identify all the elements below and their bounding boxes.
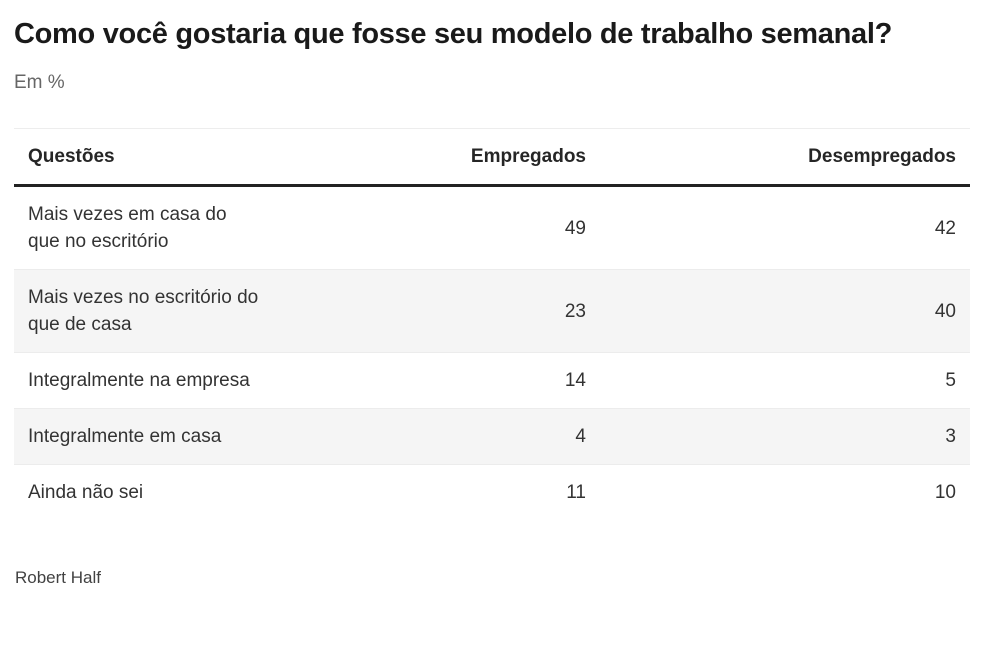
table-row: Mais vezes em casa do que no escritório … — [14, 186, 970, 270]
desempregados-value: 3 — [945, 426, 956, 448]
question-cell: Integralmente na empresa — [28, 370, 250, 392]
source-credit: Robert Half — [15, 568, 101, 588]
desempregados-value: 5 — [945, 370, 956, 392]
header-row: Questões Empregados Desempregados — [14, 128, 970, 188]
empregados-value: 4 — [575, 426, 586, 448]
empregados-value: 49 — [564, 217, 586, 239]
column-header-empregados: Empregados — [434, 128, 600, 188]
question-cell: Integralmente em casa — [28, 426, 222, 448]
empregados-value: 23 — [564, 300, 586, 322]
unit-subtitle: Em % — [14, 72, 65, 94]
question-cell: Ainda não sei — [28, 482, 144, 504]
column-header-questoes: Questões — [14, 128, 434, 188]
table-row: Integralmente na empresa 14 5 — [14, 353, 970, 409]
desempregados-value: 40 — [934, 300, 956, 322]
page-title: Como você gostaria que fosse seu modelo … — [14, 18, 893, 50]
question-cell: Mais vezes em casa do que no escritório — [28, 204, 227, 253]
question-cell: Mais vezes no escritório do que de casa — [28, 287, 259, 336]
table-body: Mais vezes em casa do que no escritório … — [14, 186, 970, 521]
table-row: Mais vezes no escritório do que de casa … — [14, 269, 970, 353]
table-row: Integralmente em casa 4 3 — [14, 408, 970, 465]
table-header: Questões Empregados Desempregados — [14, 128, 970, 188]
desempregados-value: 42 — [934, 217, 956, 239]
desempregados-value: 10 — [934, 482, 956, 504]
empregados-value: 11 — [566, 482, 586, 504]
table-row: Ainda não sei 11 10 — [14, 465, 970, 521]
empregados-value: 14 — [564, 370, 586, 392]
survey-table: Questões Empregados Desempregados Mais v… — [14, 128, 970, 520]
column-header-desempregados: Desempregados — [600, 128, 970, 188]
